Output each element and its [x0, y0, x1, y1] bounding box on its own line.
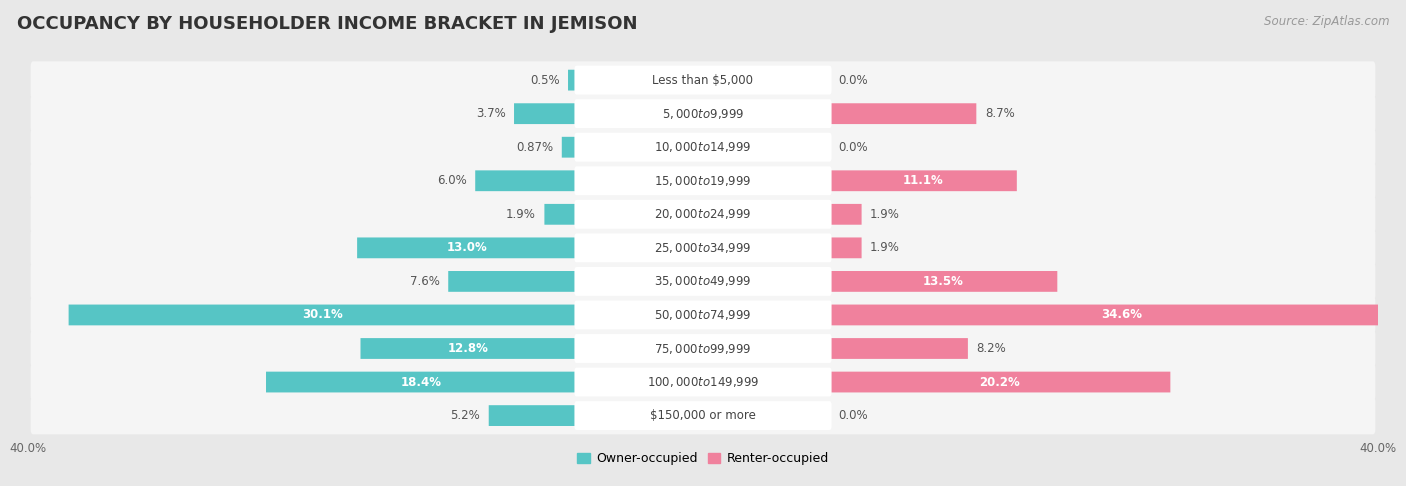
Text: 1.9%: 1.9% — [506, 208, 536, 221]
FancyBboxPatch shape — [830, 372, 1170, 393]
Text: 0.87%: 0.87% — [516, 141, 554, 154]
Text: 13.5%: 13.5% — [922, 275, 965, 288]
FancyBboxPatch shape — [31, 363, 1375, 401]
Text: OCCUPANCY BY HOUSEHOLDER INCOME BRACKET IN JEMISON: OCCUPANCY BY HOUSEHOLDER INCOME BRACKET … — [17, 15, 637, 33]
FancyBboxPatch shape — [266, 372, 576, 393]
FancyBboxPatch shape — [449, 271, 576, 292]
FancyBboxPatch shape — [575, 133, 831, 162]
FancyBboxPatch shape — [575, 267, 831, 296]
Text: 0.0%: 0.0% — [838, 141, 868, 154]
FancyBboxPatch shape — [360, 338, 576, 359]
Text: $15,000 to $19,999: $15,000 to $19,999 — [654, 174, 752, 188]
FancyBboxPatch shape — [31, 162, 1375, 200]
FancyBboxPatch shape — [830, 338, 967, 359]
FancyBboxPatch shape — [31, 61, 1375, 99]
FancyBboxPatch shape — [830, 305, 1406, 325]
Legend: Owner-occupied, Renter-occupied: Owner-occupied, Renter-occupied — [578, 452, 828, 465]
Text: $10,000 to $14,999: $10,000 to $14,999 — [654, 140, 752, 154]
FancyBboxPatch shape — [830, 171, 1017, 191]
FancyBboxPatch shape — [489, 405, 576, 426]
FancyBboxPatch shape — [31, 397, 1375, 434]
Text: 1.9%: 1.9% — [870, 242, 900, 254]
Text: $75,000 to $99,999: $75,000 to $99,999 — [654, 342, 752, 355]
Text: 30.1%: 30.1% — [302, 309, 343, 321]
Text: 5.2%: 5.2% — [450, 409, 481, 422]
Text: 12.8%: 12.8% — [449, 342, 489, 355]
Text: 11.1%: 11.1% — [903, 174, 943, 187]
FancyBboxPatch shape — [575, 334, 831, 363]
FancyBboxPatch shape — [575, 166, 831, 195]
Text: Less than $5,000: Less than $5,000 — [652, 73, 754, 87]
Text: 18.4%: 18.4% — [401, 376, 441, 388]
Text: $20,000 to $24,999: $20,000 to $24,999 — [654, 208, 752, 221]
FancyBboxPatch shape — [562, 137, 576, 157]
Text: 0.0%: 0.0% — [838, 73, 868, 87]
FancyBboxPatch shape — [575, 66, 831, 95]
FancyBboxPatch shape — [575, 233, 831, 262]
FancyBboxPatch shape — [575, 200, 831, 229]
Text: $100,000 to $149,999: $100,000 to $149,999 — [647, 375, 759, 389]
Text: 0.0%: 0.0% — [838, 409, 868, 422]
Text: 13.0%: 13.0% — [447, 242, 486, 254]
Text: Source: ZipAtlas.com: Source: ZipAtlas.com — [1264, 15, 1389, 28]
FancyBboxPatch shape — [357, 238, 576, 258]
FancyBboxPatch shape — [830, 271, 1057, 292]
FancyBboxPatch shape — [31, 262, 1375, 300]
FancyBboxPatch shape — [31, 95, 1375, 133]
FancyBboxPatch shape — [544, 204, 576, 225]
FancyBboxPatch shape — [31, 229, 1375, 267]
Text: $50,000 to $74,999: $50,000 to $74,999 — [654, 308, 752, 322]
FancyBboxPatch shape — [31, 128, 1375, 166]
Text: 3.7%: 3.7% — [475, 107, 506, 120]
FancyBboxPatch shape — [31, 330, 1375, 367]
Text: $25,000 to $34,999: $25,000 to $34,999 — [654, 241, 752, 255]
Text: $35,000 to $49,999: $35,000 to $49,999 — [654, 275, 752, 288]
Text: 34.6%: 34.6% — [1101, 309, 1142, 321]
FancyBboxPatch shape — [568, 69, 576, 90]
Text: 8.2%: 8.2% — [976, 342, 1007, 355]
FancyBboxPatch shape — [575, 367, 831, 397]
Text: $150,000 or more: $150,000 or more — [650, 409, 756, 422]
Text: 1.9%: 1.9% — [870, 208, 900, 221]
FancyBboxPatch shape — [830, 103, 976, 124]
FancyBboxPatch shape — [475, 171, 576, 191]
Text: 6.0%: 6.0% — [437, 174, 467, 187]
FancyBboxPatch shape — [830, 238, 862, 258]
FancyBboxPatch shape — [575, 99, 831, 128]
FancyBboxPatch shape — [31, 195, 1375, 233]
FancyBboxPatch shape — [575, 401, 831, 430]
FancyBboxPatch shape — [575, 300, 831, 330]
FancyBboxPatch shape — [69, 305, 576, 325]
Text: 8.7%: 8.7% — [984, 107, 1015, 120]
FancyBboxPatch shape — [830, 204, 862, 225]
Text: 20.2%: 20.2% — [980, 376, 1021, 388]
Text: 0.5%: 0.5% — [530, 73, 560, 87]
FancyBboxPatch shape — [515, 103, 576, 124]
Text: 7.6%: 7.6% — [411, 275, 440, 288]
FancyBboxPatch shape — [31, 296, 1375, 334]
Text: $5,000 to $9,999: $5,000 to $9,999 — [662, 106, 744, 121]
